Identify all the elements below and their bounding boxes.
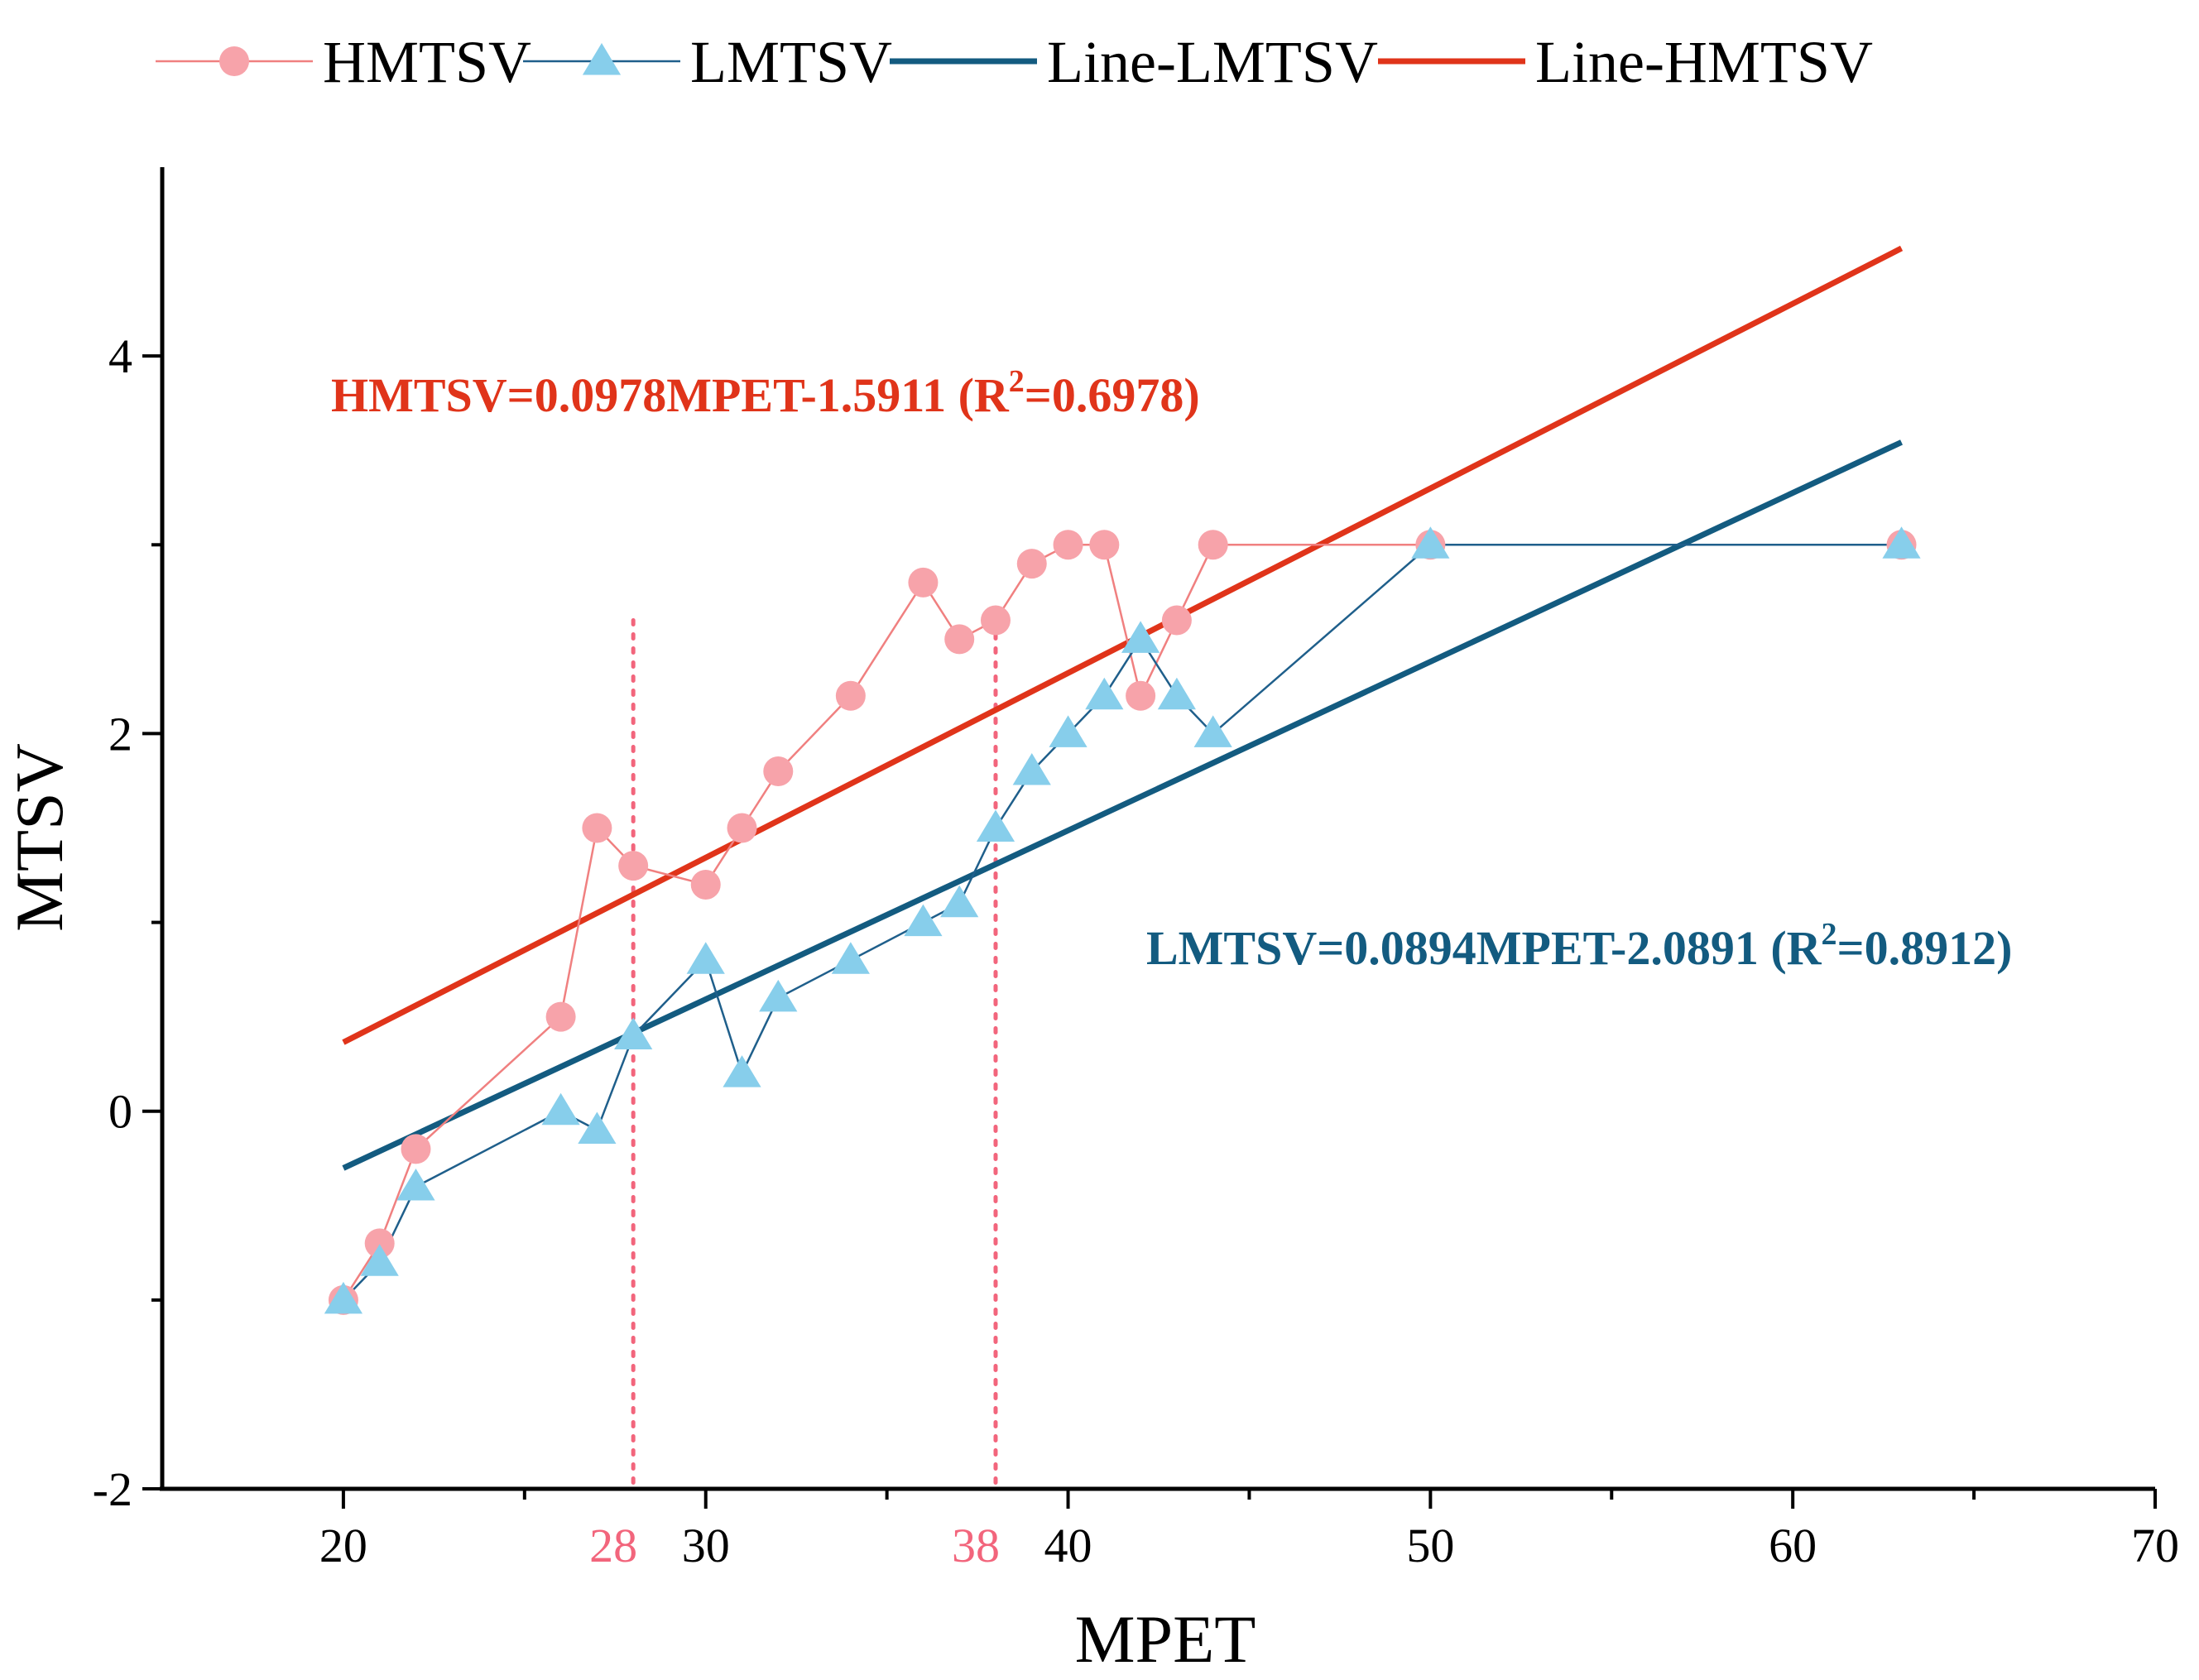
point-lmtsv xyxy=(832,942,870,974)
x-axis-title: MPET xyxy=(1075,1601,1256,1677)
x-tick-label: 70 xyxy=(2131,1519,2179,1572)
hmtsv-equation: HMTSV=0.0978MPET-1.5911 (R2=0.6978) xyxy=(331,364,1200,422)
point-hmtsv xyxy=(1162,606,1192,636)
point-lmtsv xyxy=(977,810,1015,842)
point-hmtsv xyxy=(546,1002,576,1032)
point-hmtsv xyxy=(1126,681,1155,711)
point-lmtsv xyxy=(759,980,797,1012)
fit-line-line-lmtsv xyxy=(343,442,1902,1168)
point-lmtsv xyxy=(1085,678,1123,710)
point-hmtsv xyxy=(1198,530,1228,559)
point-hmtsv xyxy=(582,814,612,843)
point-hmtsv xyxy=(401,1134,430,1164)
legend-marker-lmtsv xyxy=(583,43,621,75)
legend-label-line-lmtsv: Line-LMTSV xyxy=(1047,29,1378,95)
legend-label-line-hmtsv: Line-HMTSV xyxy=(1535,29,1873,95)
point-lmtsv xyxy=(1158,678,1196,710)
annotations: HMTSV=0.0978MPET-1.5911 (R2=0.6978) LMTSV… xyxy=(331,364,2012,975)
y-axis-title: MTSV xyxy=(2,743,77,932)
point-hmtsv xyxy=(618,851,648,881)
y-tick-label: 2 xyxy=(108,707,132,761)
point-hmtsv xyxy=(763,756,793,786)
x-tick-label: 40 xyxy=(1044,1519,1092,1572)
point-lmtsv xyxy=(578,1112,616,1145)
legend-label-hmtsv: HMTSV xyxy=(323,29,531,95)
point-lmtsv xyxy=(723,1055,761,1087)
y-tick-label: 0 xyxy=(108,1085,132,1139)
x-tick-label: 30 xyxy=(682,1519,730,1572)
point-hmtsv xyxy=(1054,530,1083,559)
legend-marker-hmtsv xyxy=(219,46,249,76)
point-hmtsv xyxy=(1089,530,1119,559)
point-lmtsv xyxy=(542,1093,580,1126)
point-hmtsv xyxy=(691,870,721,900)
y-tick-label: -2 xyxy=(93,1462,132,1516)
x-tick-label: 20 xyxy=(319,1519,367,1572)
point-hmtsv xyxy=(908,568,938,598)
point-hmtsv xyxy=(1017,549,1047,578)
reference-lines: 28 38 xyxy=(589,621,1000,1572)
legend: HMTSV LMTSV Line-LMTSV Line-HMTSV xyxy=(156,29,1873,95)
chart: HMTSV LMTSV Line-LMTSV Line-HMTSV 28 38 20 30… xyxy=(0,0,2199,1680)
lmtsv-equation: LMTSV=0.0894MPET-2.0891 (R2=0.8912) xyxy=(1146,917,2012,975)
reference-label-38: 38 xyxy=(952,1519,1000,1572)
point-lmtsv xyxy=(904,905,942,937)
legend-label-lmtsv: LMTSV xyxy=(690,29,892,95)
point-hmtsv xyxy=(944,624,974,654)
x-tick-label: 50 xyxy=(1406,1519,1454,1572)
x-tick-label: 60 xyxy=(1769,1519,1817,1572)
point-hmtsv xyxy=(836,681,866,711)
y-tick-label: 4 xyxy=(108,329,132,383)
point-lmtsv xyxy=(687,942,725,974)
point-hmtsv xyxy=(981,606,1011,636)
reference-label-28: 28 xyxy=(589,1519,637,1572)
point-hmtsv xyxy=(727,814,757,843)
